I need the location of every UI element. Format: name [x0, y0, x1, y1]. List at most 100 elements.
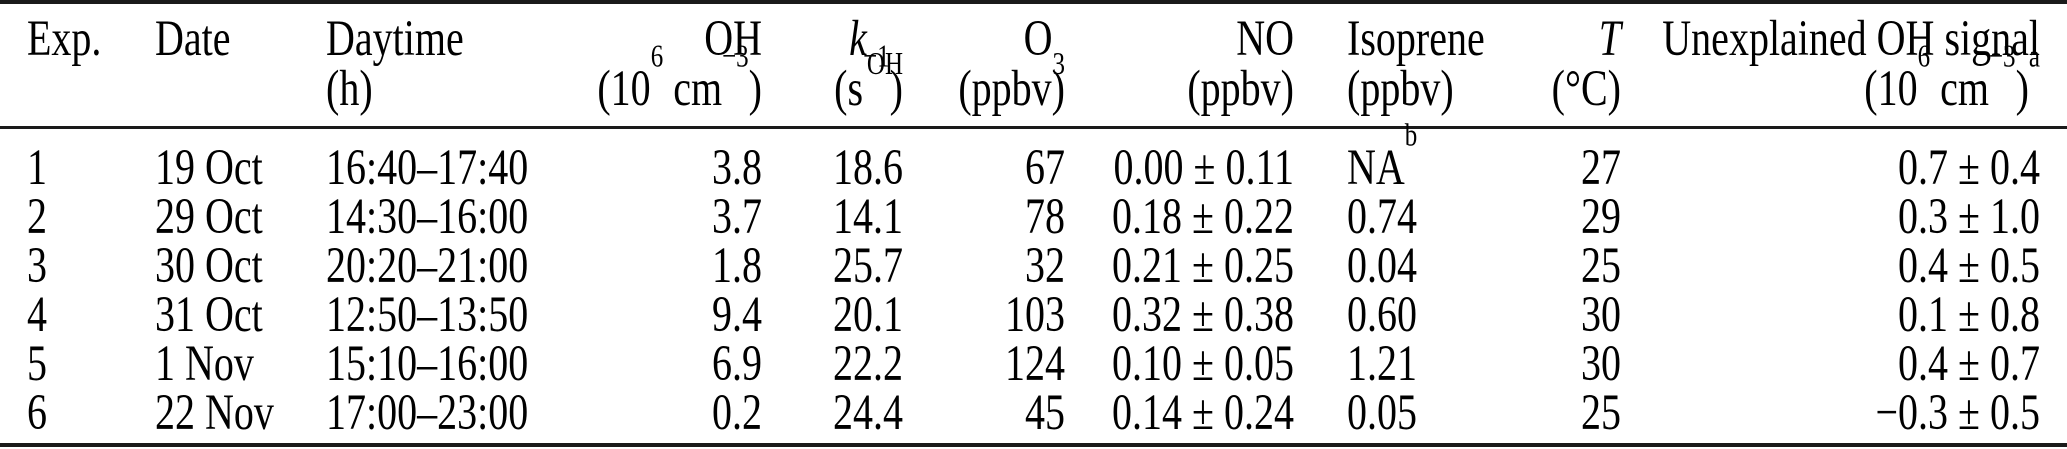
col-unit-text: (s−1): [834, 39, 903, 117]
table-row: 3 30 Oct 20:20–21:00 1.8 25.7 32 0.21 ± …: [0, 236, 2067, 294]
cell-date: 19 Oct: [155, 138, 263, 196]
col-unit: [155, 64, 326, 114]
cell-daytime: 17:00–23:00: [326, 383, 529, 441]
cell-exp: 6: [27, 383, 47, 441]
col-label-text: Unexplained OH signal: [1662, 8, 2040, 67]
cell-isoprene: 1.21: [1347, 334, 1417, 392]
italic-k: k: [849, 8, 867, 67]
col-header-koh: kOH (s−1): [762, 2, 903, 128]
col-unit-text: (°C): [1551, 58, 1621, 117]
superscript: −3: [722, 39, 749, 75]
cell-temperature: 29: [1581, 187, 1621, 245]
cell-daytime: 20:20–21:00: [326, 236, 529, 294]
cell-isoprene: 0.74: [1347, 187, 1417, 245]
cell-unexplained: 0.4 ± 0.5: [1898, 236, 2040, 294]
cell-date: 22 Nov: [155, 383, 274, 441]
cell-o3: 124: [1005, 334, 1065, 392]
table-body: 1 19 Oct 16:40–17:40 3.8 18.6 67 0.00 ± …: [0, 119, 2067, 446]
cell-date: 29 Oct: [155, 187, 263, 245]
cell-unexplained: 0.1 ± 0.8: [1898, 285, 2040, 343]
subscript: OH: [866, 46, 903, 82]
cell-unexplained: 0.7 ± 0.4: [1898, 138, 2040, 196]
cell-o3: 32: [1025, 236, 1065, 294]
col-header-o3: O3 (ppbv): [903, 2, 1065, 128]
footnote-marker-b: b: [1404, 119, 1418, 154]
table-row: 4 31 Oct 12:50–13:50 9.4 20.1 103 0.32 ±…: [0, 285, 2067, 343]
col-header-exp: Exp.: [0, 2, 155, 128]
cell-isoprene: 0.60: [1347, 285, 1417, 343]
col-label-text: Date: [155, 8, 231, 67]
table-row: 1 19 Oct 16:40–17:40 3.8 18.6 67 0.00 ± …: [0, 119, 2067, 196]
col-header-temperature: T (°C): [1520, 2, 1621, 128]
cell-koh: 22.2: [833, 334, 903, 392]
cell-daytime: 14:30–16:00: [326, 187, 529, 245]
col-header-no: NO (ppbv): [1065, 2, 1294, 128]
cell-oh: 0.2: [712, 383, 762, 441]
col-label-text: T: [1598, 8, 1621, 67]
cell-exp: 3: [27, 236, 47, 294]
col-label-text: NO: [1236, 8, 1294, 67]
col-unit-text: (ppbv): [958, 58, 1065, 117]
col-unit-text: (ppbv): [1187, 58, 1294, 117]
cell-unexplained: 0.4 ± 0.7: [1898, 334, 2040, 392]
cell-unexplained: −0.3 ± 0.5: [1875, 383, 2040, 441]
col-label: NO: [1065, 9, 1294, 67]
cell-temperature: 30: [1581, 285, 1621, 343]
col-unit: (ppbv): [1065, 59, 1294, 117]
col-label: kOH: [762, 9, 903, 80]
col-unit: (106 cm−3)a: [1621, 41, 2040, 116]
cell-date: 1 Nov: [155, 334, 254, 392]
col-header-isoprene: Isoprene (ppbv): [1294, 2, 1520, 128]
table-row: 6 22 Nov 17:00–23:00 0.2 24.4 45 0.14 ± …: [0, 383, 2067, 445]
col-label-text: kOH: [849, 6, 903, 80]
col-unit-text: (ppbv): [1347, 58, 1454, 117]
superscript: 6: [650, 39, 664, 75]
col-header-oh: OH (106 cm−3): [577, 2, 762, 128]
cell-exp: 4: [27, 285, 47, 343]
cell-koh: 24.4: [833, 383, 903, 441]
cell-daytime: 15:10–16:00: [326, 334, 529, 392]
col-header-unexplained-oh: Unexplained OH signal (106 cm−3)a: [1621, 2, 2067, 128]
cell-date: 30 Oct: [155, 236, 263, 294]
cell-oh: 6.9: [712, 334, 762, 392]
col-label: OH: [577, 9, 762, 67]
cell-daytime: 16:40–17:40: [326, 138, 529, 196]
col-unit-text: (h): [326, 58, 373, 117]
cell-no: 0.21 ± 0.25: [1112, 236, 1294, 294]
col-unit: (ppbv): [903, 59, 1065, 117]
cell-no: 0.00 ± 0.11: [1113, 138, 1294, 196]
cell-oh: 3.8: [712, 138, 762, 196]
header-row: Exp. Date Daytime (h) OH (106 cm−3) kOH: [0, 2, 2067, 128]
col-label: Daytime: [326, 9, 577, 67]
cell-temperature: 25: [1581, 383, 1621, 441]
cell-unexplained: 0.3 ± 1.0: [1898, 187, 2040, 245]
col-unit: (ppbv): [1347, 59, 1520, 117]
cell-isoprene: 0.04: [1347, 236, 1417, 294]
col-label: Date: [155, 9, 326, 67]
table-header: Exp. Date Daytime (h) OH (106 cm−3) kOH: [0, 2, 2067, 128]
superscript: 6: [1917, 39, 1931, 75]
cell-o3: 45: [1025, 383, 1065, 441]
superscript: −3: [1988, 39, 2016, 75]
col-label-text: O3: [1023, 8, 1065, 82]
col-label-text: Isoprene: [1347, 8, 1485, 67]
cell-daytime: 12:50–13:50: [326, 285, 529, 343]
col-label-text: OH: [704, 8, 762, 67]
superscript: −1: [863, 39, 890, 75]
cell-oh: 1.8: [712, 236, 762, 294]
cell-exp: 5: [27, 334, 47, 392]
cell-oh: 3.7: [712, 187, 762, 245]
cell-temperature: 27: [1581, 138, 1621, 196]
col-unit: (°C): [1520, 59, 1621, 117]
cell-koh: 25.7: [833, 236, 903, 294]
col-label: O3: [903, 9, 1065, 80]
table-row: 2 29 Oct 14:30–16:00 3.7 14.1 78 0.18 ± …: [0, 187, 2067, 245]
cell-isoprene: NAb: [1347, 119, 1418, 196]
cell-o3: 78: [1025, 187, 1065, 245]
cell-oh: 9.4: [712, 285, 762, 343]
table-row: 5 1 Nov 15:10–16:00 6.9 22.2 124 0.10 ± …: [0, 334, 2067, 392]
col-label: Exp.: [27, 9, 155, 67]
cell-temperature: 30: [1581, 334, 1621, 392]
